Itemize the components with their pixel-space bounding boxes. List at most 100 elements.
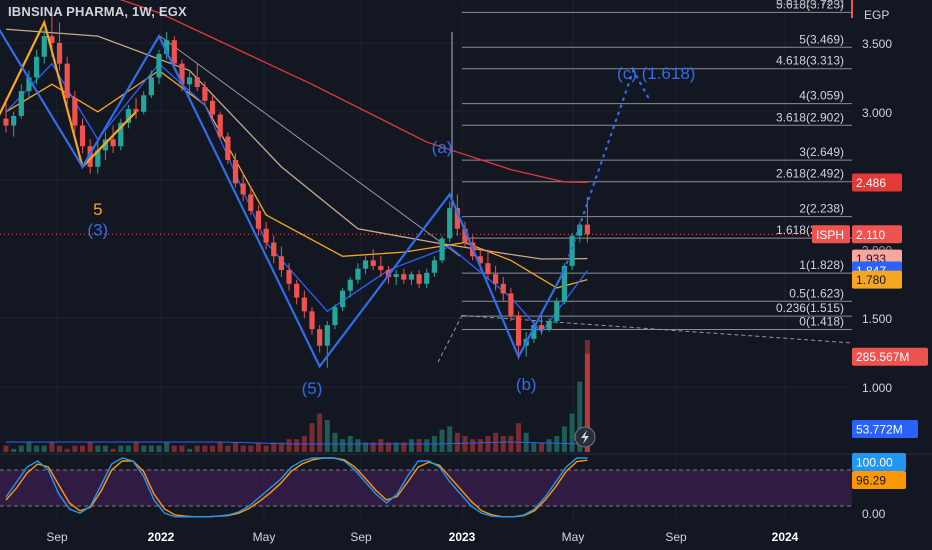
x-tick-label: May [253, 530, 276, 544]
candle-body [209, 100, 216, 115]
candle-body [401, 274, 407, 280]
volume-bar [271, 442, 277, 452]
stoch-k-tag-bg [852, 453, 906, 471]
volume-bar [485, 436, 491, 452]
x-tick-label: May [562, 530, 585, 544]
volume-bar [95, 445, 101, 452]
fib-label: 3(2.649) [799, 145, 844, 159]
candle-body [263, 228, 269, 243]
grid-lines [0, 0, 852, 520]
candle-body [577, 224, 583, 236]
volume-bar [26, 442, 32, 452]
volume-bar [179, 445, 185, 452]
x-tick-label: 2022 [148, 530, 175, 544]
volume-bar [393, 442, 399, 452]
moving-average-line [119, 0, 588, 184]
y-tick-label: 3.500 [862, 37, 892, 51]
candle-body [87, 146, 93, 167]
volume-bar [49, 442, 55, 452]
stochastic-band [0, 470, 852, 506]
candle-body [72, 98, 78, 126]
price-tag: 2.110 [856, 228, 885, 242]
candle-body [217, 114, 223, 137]
candle-body [454, 208, 460, 229]
volume-bar [408, 439, 414, 452]
candle-body [538, 325, 545, 330]
volume-bar [148, 445, 154, 452]
volume-bar-spike [584, 353, 590, 452]
price-tag: 1.780 [856, 273, 886, 287]
fib-label: 4.618(3.313) [776, 54, 844, 68]
volume-bar [233, 442, 238, 452]
y-tick-label: 3.000 [862, 106, 892, 120]
volume-bar [3, 445, 9, 452]
moving-average-line [5, 69, 588, 289]
wave-labels: 5 (3) (a) (5) (b) (c) (1.618) [87, 64, 695, 398]
fib-label: 0.236(1.515) [776, 301, 844, 315]
y-tick-label: 1.000 [862, 381, 892, 395]
fib-label-clipped: 5.618(3.723) [776, 0, 844, 8]
volume-bar [539, 442, 544, 452]
price-tag: 285.567M [856, 350, 909, 364]
volume-bar [286, 439, 292, 452]
volume-bar [64, 448, 70, 452]
candle-body [202, 87, 208, 101]
volume-bar [416, 439, 422, 452]
elliott-wave-line [0, 28, 566, 369]
fib-label: 3.618(2.902) [776, 110, 844, 124]
y-tick-label: 1.500 [862, 312, 892, 326]
moving-averages [5, 0, 588, 333]
wave-label: (b) [516, 375, 537, 394]
candle-body [569, 235, 575, 266]
price-tag-bg [852, 173, 902, 192]
lightning-icon-glyph [581, 430, 589, 444]
dashed-trend-line [437, 315, 463, 363]
volume-bar [386, 442, 391, 452]
x-tick-label: Sep [46, 530, 68, 544]
wave-label: (a) [432, 138, 453, 157]
candle-body [561, 265, 568, 302]
candle-body [500, 283, 506, 294]
candle-body [3, 118, 9, 126]
x-tick-label: Sep [665, 530, 687, 544]
price-tag-bg [852, 225, 902, 244]
fib-label: 5(3.469) [799, 32, 844, 46]
volume-bar [447, 426, 453, 452]
stoch-y-tick-label: 0.00 [862, 507, 886, 521]
volume-bar [554, 436, 560, 452]
candle-body [225, 136, 231, 160]
volume-bar [171, 445, 177, 452]
lightning-icon[interactable] [574, 426, 596, 448]
volume-bar [263, 445, 269, 452]
candle-body [95, 150, 101, 167]
projection-line [563, 67, 650, 272]
volume-bar [141, 445, 147, 452]
candle-body [187, 77, 193, 85]
volume-bar [454, 432, 460, 452]
candle-body [362, 260, 369, 269]
candle-body [64, 63, 70, 99]
fib-label: 4(3.059) [799, 89, 844, 103]
candle-body [309, 311, 315, 330]
volume-bar [340, 439, 346, 452]
volume-bar [363, 442, 369, 452]
candle-body [133, 109, 139, 112]
volume-bar [110, 448, 116, 452]
candle-body [194, 77, 200, 88]
candle-body [49, 36, 55, 43]
candle-body [286, 270, 292, 284]
chart-title: IBNSINA PHARMA, 1W, EGX [8, 4, 187, 19]
price-tags: 2.4862.110ISPH1.9331.8471.780285.567M53.… [574, 173, 928, 489]
volume-bar [202, 445, 208, 452]
candle-body [271, 242, 277, 257]
wave-label: (3) [87, 221, 108, 240]
candles [3, 12, 590, 368]
fib-label: 2(2.238) [799, 202, 844, 216]
candle-body [148, 77, 154, 96]
volume-bar [546, 439, 552, 452]
stochastic-pane [0, 453, 932, 518]
candle-body [164, 40, 170, 55]
candle-body [546, 320, 552, 330]
